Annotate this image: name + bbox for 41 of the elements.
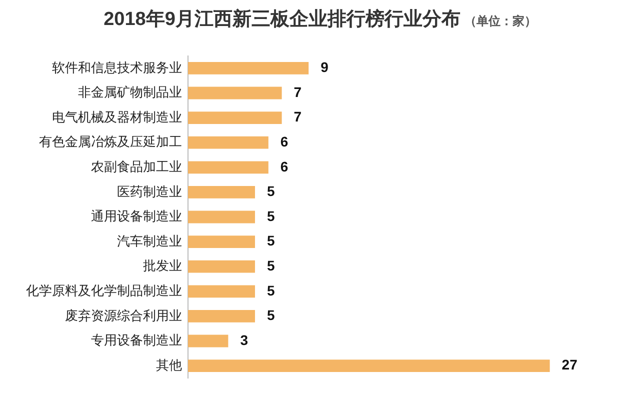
data-label: 9 <box>320 59 329 76</box>
data-label: 5 <box>267 183 275 200</box>
y-tick-label: 汽车制造业 <box>117 233 182 248</box>
chart-title: 2018年9月江西新三板企业排行榜行业分布 <box>104 8 460 32</box>
bar <box>188 86 282 100</box>
y-tick-label: 通用设备制造业 <box>91 208 182 224</box>
bar <box>188 62 309 74</box>
data-label: 5 <box>267 282 275 298</box>
y-tick-label: 其他 <box>156 357 182 372</box>
bar <box>188 236 255 248</box>
y-tick-label: 有色金属冶炼及压延加工 <box>39 134 182 150</box>
y-tick-label: 废弃资源综合利用业 <box>65 308 182 323</box>
bar <box>188 260 255 273</box>
bar <box>188 310 255 322</box>
data-label: 5 <box>267 307 275 324</box>
data-label: 5 <box>267 208 275 224</box>
y-tick-label: 化学原料及化学制品制造业 <box>26 282 182 298</box>
data-label: 3 <box>240 332 248 348</box>
bar <box>188 186 255 198</box>
y-tick-label: 专用设备制造业 <box>91 332 182 348</box>
chart-subtitle: （单位：家） <box>464 13 536 30</box>
data-label: 27 <box>562 356 578 373</box>
bar <box>188 360 550 372</box>
data-label: 5 <box>267 257 275 274</box>
data-label: 5 <box>267 232 275 249</box>
data-label: 6 <box>280 133 288 150</box>
bar <box>188 161 268 174</box>
data-label: 7 <box>294 108 302 125</box>
bar <box>188 334 228 348</box>
y-tick-label: 医药制造业 <box>117 184 182 199</box>
y-tick-label: 电气机械及器材制造业 <box>52 109 182 124</box>
bar <box>188 285 255 298</box>
y-tick-label: 农副食品加工业 <box>91 158 182 174</box>
y-tick-label: 非金属矿物制品业 <box>78 84 182 100</box>
y-tick-label: 软件和信息技术服务业 <box>52 60 182 75</box>
y-tick-label: 批发业 <box>143 258 182 274</box>
bar <box>188 112 282 124</box>
data-label: 7 <box>294 84 302 100</box>
bar <box>188 210 255 224</box>
bar <box>188 136 268 149</box>
data-label: 6 <box>280 158 288 174</box>
